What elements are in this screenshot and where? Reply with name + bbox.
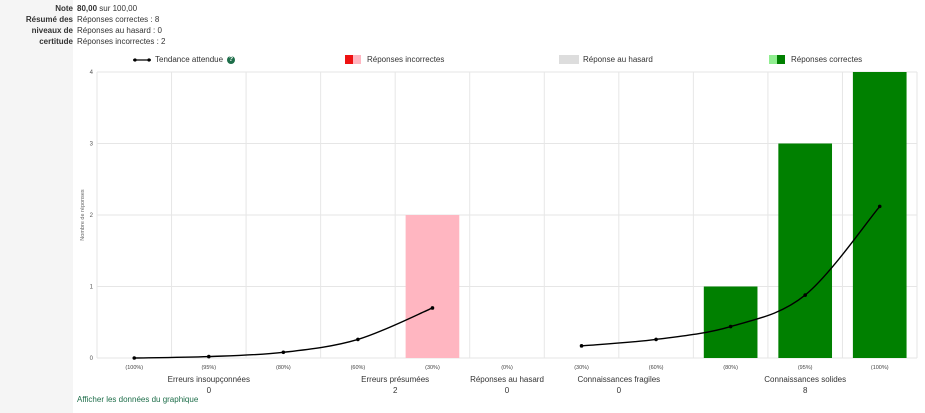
trend-point [803, 293, 807, 297]
column-percent-label: (0%) [501, 365, 513, 371]
group-label: Réponses au hasard [470, 375, 544, 384]
column-percent-label: (95%) [201, 365, 216, 371]
note-value-rest: sur 100,00 [99, 4, 138, 13]
y-axis-label: Nombre de réponses [80, 189, 86, 241]
group-count: 0 [617, 386, 622, 395]
column-percent-label: (30%) [574, 365, 589, 371]
correct-dark-swatch [777, 55, 785, 64]
y-tick-label: 2 [90, 213, 94, 219]
group-label: Erreurs présumées [361, 375, 429, 384]
bar [405, 215, 460, 358]
note-value-bold: 80,00 [77, 4, 98, 13]
group-count: 0 [207, 386, 212, 395]
y-tick-label: 1 [90, 285, 94, 291]
column-percent-label: (60%) [351, 365, 366, 371]
y-tick-label: 0 [90, 356, 94, 362]
legend-incorrect[interactable]: Réponses incorrectes [345, 55, 444, 64]
trend-point [281, 350, 286, 355]
column-percent-label: (60%) [649, 365, 664, 371]
incorrect-dark-swatch [345, 55, 353, 64]
trend-line-icon [133, 57, 151, 62]
trend-point [207, 354, 211, 359]
legend-correct-label: Réponses correctes [791, 55, 863, 64]
group-count: 0 [505, 386, 510, 395]
correct-light-swatch [769, 55, 777, 64]
legend-incorrect-label: Réponses incorrectes [367, 55, 445, 64]
y-tick-label: 4 [90, 70, 94, 76]
summary-label-line-3: certitude [39, 37, 73, 46]
column-percent-label: (95%) [798, 365, 813, 371]
trend-point [579, 344, 584, 348]
bar [852, 72, 907, 358]
show-chart-data-link[interactable]: Afficher les données du graphique [77, 395, 199, 404]
column-percent-label: (80%) [723, 365, 738, 371]
question-circle-icon[interactable]: ? [227, 55, 236, 64]
group-label: Erreurs insoupçonnées [168, 375, 250, 384]
trend-point [654, 337, 658, 342]
legend-hasard-label: Réponse au hasard [583, 55, 653, 64]
summary-hasard: Réponses au hasard : 0 [77, 26, 162, 35]
column-percent-label: (30%) [425, 365, 440, 371]
summary-correct: Réponses correctes : 8 [77, 15, 160, 24]
summary-label-line-2: niveaux de [31, 26, 73, 35]
summary-incorrect: Réponses incorrectes : 2 [77, 37, 166, 46]
column-percent-label: (80%) [276, 365, 291, 371]
column-percent-label: (100%) [125, 365, 143, 371]
group-label: Connaissances solides [764, 375, 846, 384]
hasard-swatch [559, 55, 579, 64]
legend-trend-label: Tendance attendue [155, 55, 224, 64]
group-count: 2 [393, 386, 398, 395]
trend-point [356, 337, 360, 342]
incorrect-light-swatch [353, 55, 361, 64]
note-value: 80,00 sur 100,00 [77, 4, 137, 13]
column-percent-label: (100%) [871, 365, 889, 371]
group-label: Connaissances fragiles [577, 375, 660, 384]
y-tick-label: 3 [90, 142, 94, 148]
legend-trend[interactable]: Tendance attendue ? [133, 55, 236, 64]
trend-line-correct [581, 205, 881, 347]
trend-point [430, 306, 435, 310]
trend-point [132, 356, 137, 360]
legend-correct[interactable]: Réponses correctes [769, 55, 862, 64]
bar [703, 286, 758, 358]
trend-point [877, 204, 882, 209]
bar [778, 143, 833, 358]
group-count: 8 [803, 386, 808, 395]
certainty-chart: 0 1 2 3 4 Nombre de réponses (100%) (95%) (80%) (… [80, 70, 918, 395]
trend-point [728, 324, 733, 329]
summary-label-line-1: Résumé des [25, 15, 73, 24]
legend-hasard[interactable]: Réponse au hasard [559, 55, 653, 64]
left-label-column [0, 0, 73, 413]
note-label: Note [55, 4, 73, 13]
